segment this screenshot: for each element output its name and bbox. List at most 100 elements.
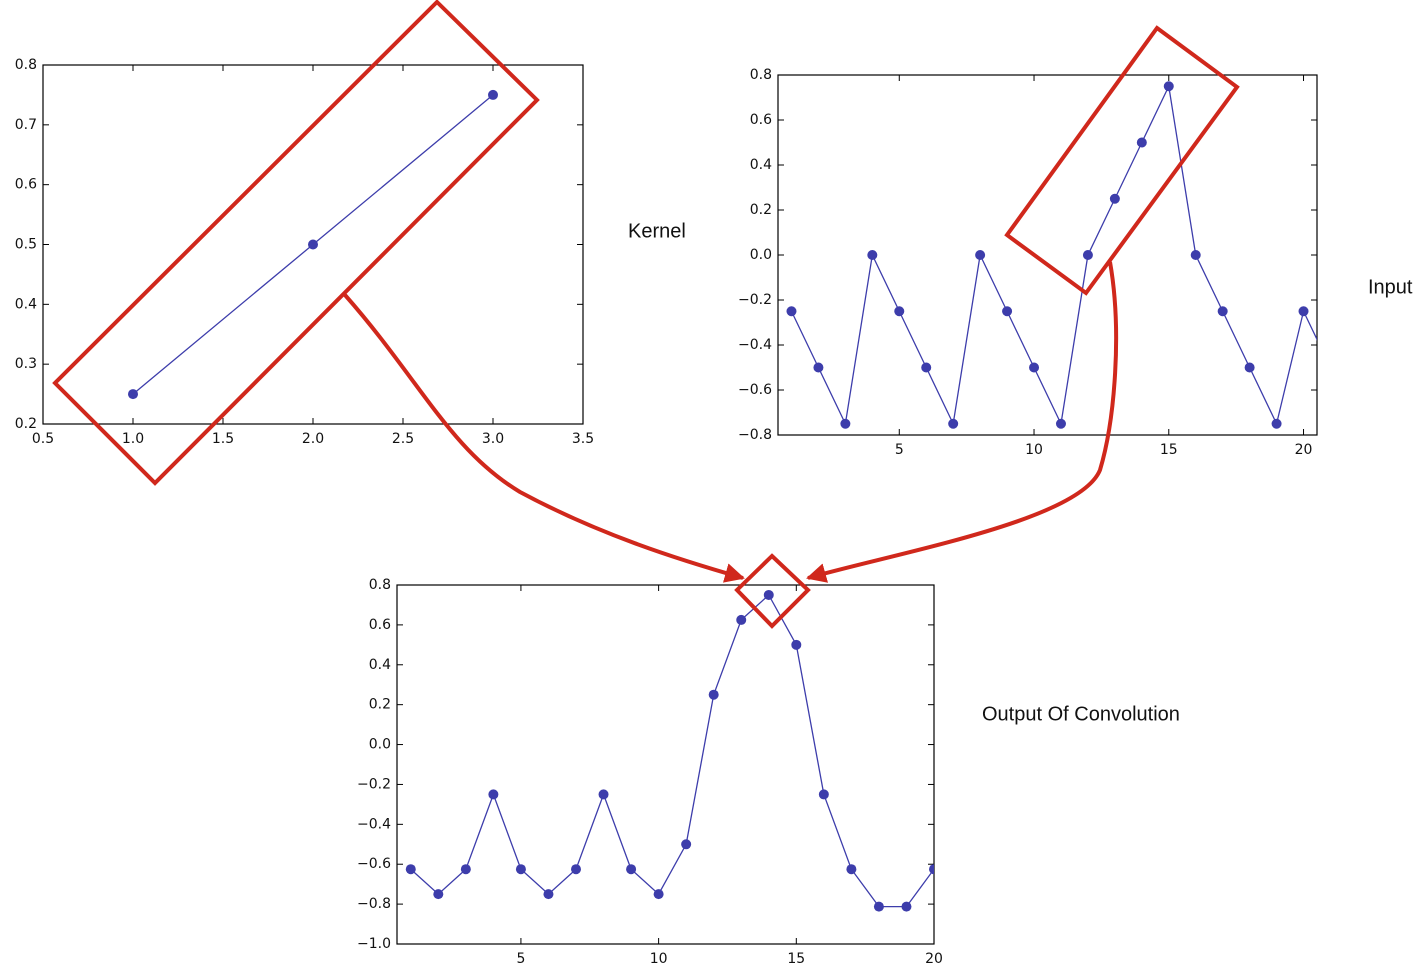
- data-point: [433, 889, 444, 900]
- output-highlight: [734, 553, 811, 629]
- data-point: [867, 250, 878, 260]
- data-point: [1190, 250, 1201, 260]
- data-point: [598, 789, 609, 800]
- data-point: [818, 789, 829, 800]
- y-tick-label: 0.6: [750, 112, 772, 128]
- data-point: [128, 389, 138, 400]
- x-tick-label: 2.5: [392, 431, 414, 447]
- data-point: [921, 362, 932, 373]
- data-point: [1082, 250, 1093, 260]
- input-highlight: [1004, 25, 1240, 296]
- data-point: [653, 889, 664, 900]
- y-tick-label: −0.8: [357, 896, 391, 912]
- data-point: [1244, 362, 1255, 373]
- data-point: [763, 589, 774, 600]
- x-tick-label: 5: [516, 951, 525, 967]
- data-point: [571, 864, 581, 875]
- data-point: [1109, 193, 1120, 204]
- y-tick-label: 0.0: [369, 737, 391, 753]
- highlights: [52, 0, 1240, 629]
- data-point: [975, 250, 986, 260]
- kernel-label: Kernel: [628, 220, 686, 242]
- x-tick-label: 1.5: [212, 431, 234, 447]
- chart: 5 10 15 20 −0.8 −0.6 −0.4 −0.2 0.0 0.2 0.4 0.6 0.8: [738, 67, 1335, 458]
- x-tick-label: 1.0: [122, 431, 144, 447]
- data-point: [846, 864, 857, 875]
- data-point: [948, 418, 959, 429]
- plot-frame: [396, 584, 935, 945]
- y-tick-label: −0.6: [357, 856, 391, 872]
- y-tick-label: 0.7: [15, 117, 37, 133]
- y-tick-label: 0.2: [15, 416, 37, 432]
- data-point: [1217, 306, 1228, 317]
- charts: 0.5 1.0 1.5 2.0 2.5 3.0 3.5 0.2 0.3 0.4 0.5 0.6 0.7 0…: [15, 57, 1335, 967]
- kernel-arrow: [343, 293, 745, 583]
- x-tick-label: 20: [1295, 442, 1313, 458]
- x-tick-label: 10: [650, 951, 668, 967]
- data-point: [308, 239, 318, 250]
- y-tick-label: −0.4: [357, 816, 391, 832]
- data-point: [791, 639, 802, 650]
- data-point: [894, 306, 905, 317]
- x-tick-label: 0.5: [32, 431, 54, 447]
- data-point: [873, 901, 884, 912]
- y-tick-label: 0.2: [750, 202, 772, 218]
- x-tick-label: 10: [1025, 442, 1043, 458]
- data-point: [1002, 306, 1013, 317]
- chart: 5 10 15 20 −1.0 −0.8 −0.6 −0.4 −0.2 0.0 0.2 0.4 0.6 0…: [357, 577, 943, 967]
- x-tick-label: 20: [925, 951, 943, 967]
- y-tick-label: 0.0: [750, 247, 772, 263]
- data-point: [929, 864, 934, 875]
- data-point: [1271, 418, 1282, 429]
- y-tick-label: 0.8: [369, 577, 391, 593]
- data-point: [1055, 418, 1066, 429]
- data-line: [410, 593, 934, 908]
- y-tick-label: −1.0: [357, 936, 391, 952]
- data-point: [488, 789, 499, 800]
- data-point: [736, 614, 747, 625]
- y-tick-label: 0.4: [750, 157, 772, 173]
- x-tick-label: 15: [787, 951, 805, 967]
- data-point: [543, 889, 554, 900]
- y-tick-label: 0.8: [750, 67, 772, 83]
- y-tick-label: −0.2: [357, 776, 391, 792]
- input-arrow: [806, 261, 1119, 583]
- y-tick-label: −0.2: [738, 292, 772, 308]
- data-point: [708, 689, 719, 700]
- kernel-highlight: [52, 0, 540, 486]
- data-point: [901, 901, 912, 912]
- y-tick-label: −0.6: [738, 382, 772, 398]
- data-point: [1325, 363, 1335, 373]
- x-tick-label: 3.5: [572, 431, 594, 447]
- data-point: [681, 839, 692, 850]
- y-tick-label: 0.2: [369, 697, 391, 713]
- y-tick-label: 0.5: [15, 237, 37, 253]
- data-point: [1136, 137, 1147, 148]
- data-point: [626, 864, 637, 875]
- x-tick-label: 3.0: [482, 431, 504, 447]
- data-point: [460, 864, 471, 875]
- data-point: [813, 362, 824, 373]
- y-tick-label: 0.4: [15, 296, 37, 312]
- data-point: [1163, 81, 1174, 92]
- y-tick-label: 0.6: [369, 617, 391, 633]
- y-tick-label: 0.4: [369, 657, 391, 673]
- x-tick-label: 2.0: [302, 431, 324, 447]
- data-point: [786, 306, 797, 317]
- data-point: [1029, 362, 1040, 373]
- y-tick-label: 0.6: [15, 177, 37, 193]
- x-tick-label: 15: [1160, 442, 1178, 458]
- data-point: [1298, 306, 1309, 317]
- data-point: [515, 864, 526, 875]
- input-label: Input: [1368, 276, 1413, 298]
- data-point: [840, 418, 851, 429]
- output-label: Output Of Convolution: [982, 703, 1180, 725]
- y-tick-label: 0.8: [15, 57, 37, 73]
- chart: 0.5 1.0 1.5 2.0 2.5 3.0 3.5 0.2 0.3 0.4 0.5 0.6 0.7 0…: [15, 57, 594, 447]
- data-point: [488, 89, 498, 100]
- data-point: [405, 864, 416, 875]
- y-tick-label: −0.4: [738, 337, 772, 353]
- plot-frame: [777, 74, 1318, 436]
- y-tick-label: −0.8: [738, 427, 772, 443]
